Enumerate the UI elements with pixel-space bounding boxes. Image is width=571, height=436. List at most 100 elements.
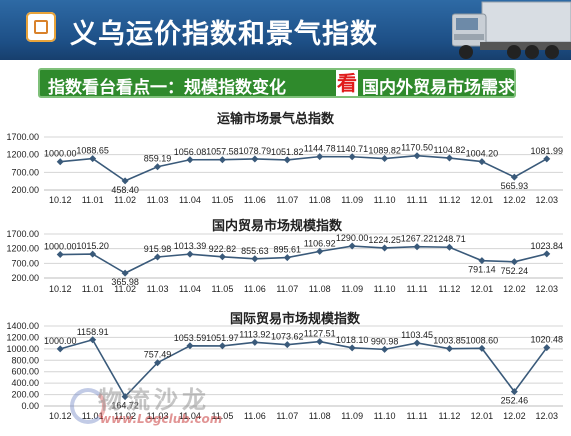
x-tick-label-domestic: 11.01 xyxy=(82,284,104,294)
data-label-transport: 458.40 xyxy=(111,185,139,195)
truck-icon xyxy=(452,1,571,59)
data-point-domestic xyxy=(89,250,97,258)
data-point-domestic xyxy=(478,257,486,265)
data-label-international: 1008.60 xyxy=(466,335,499,345)
data-label-international: 1053.59 xyxy=(174,333,207,343)
x-tick-label-international: 11.02 xyxy=(114,411,136,421)
x-tick-label-international: 12.01 xyxy=(471,411,494,421)
x-tick-label-international: 12.03 xyxy=(536,411,559,421)
data-label-transport: 1088.65 xyxy=(76,146,109,156)
data-point-international xyxy=(348,344,356,352)
data-point-transport xyxy=(510,173,518,181)
chart-title-transport: 运输市场景气总指数 xyxy=(217,112,335,127)
data-point-transport xyxy=(56,158,64,166)
data-point-transport xyxy=(186,156,194,164)
data-point-domestic xyxy=(186,250,194,258)
y-tick-label-domestic: 700.00 xyxy=(11,258,39,268)
data-label-transport: 859.19 xyxy=(144,154,172,164)
data-point-international xyxy=(89,336,97,344)
x-tick-label-domestic: 11.06 xyxy=(244,284,266,294)
data-label-international: 164.72 xyxy=(111,401,139,411)
x-tick-label-transport: 12.03 xyxy=(536,195,559,205)
data-point-international xyxy=(154,359,162,367)
x-tick-label-domestic: 11.09 xyxy=(341,284,363,294)
banner-text-part2: 国内外贸易市场需求 xyxy=(362,78,515,98)
x-tick-label-domestic: 11.11 xyxy=(406,284,427,294)
data-label-international: 252.46 xyxy=(501,396,529,406)
data-point-international xyxy=(510,388,518,396)
x-tick-label-transport: 12.01 xyxy=(471,195,494,205)
data-point-domestic xyxy=(413,243,421,251)
data-label-international: 1020.48 xyxy=(531,335,564,345)
x-tick-label-transport: 11.10 xyxy=(374,195,396,205)
x-tick-label-domestic: 11.04 xyxy=(179,284,201,294)
x-tick-label-domestic: 11.03 xyxy=(147,284,169,294)
data-label-transport: 1089.82 xyxy=(368,146,401,156)
x-tick-label-transport: 11.11 xyxy=(406,195,427,205)
x-tick-label-transport: 10.12 xyxy=(49,195,72,205)
data-label-international: 1051.97 xyxy=(206,333,239,343)
data-point-transport xyxy=(89,155,97,163)
y-tick-label-domestic: 1700.00 xyxy=(6,229,39,239)
x-tick-label-international: 10.12 xyxy=(49,411,72,421)
series-line-transport xyxy=(60,154,548,182)
data-point-domestic xyxy=(348,242,356,250)
data-label-international: 1103.45 xyxy=(401,330,433,340)
data-label-transport: 1078.79 xyxy=(239,146,272,156)
data-label-domestic: 365.98 xyxy=(111,277,139,287)
y-tick-label-transport: 1700.00 xyxy=(6,132,39,142)
x-tick-label-domestic: 12.03 xyxy=(536,284,559,294)
data-label-transport: 1004.20 xyxy=(466,149,499,159)
logo-icon xyxy=(26,12,56,42)
data-point-domestic xyxy=(445,243,453,251)
y-tick-label-international: 400.00 xyxy=(11,378,39,388)
data-point-international xyxy=(56,345,64,353)
data-point-transport xyxy=(413,152,421,160)
x-tick-label-transport: 11.03 xyxy=(147,195,169,205)
data-point-transport xyxy=(445,154,453,162)
x-tick-label-domestic: 10.12 xyxy=(49,284,72,294)
data-label-domestic: 1015.20 xyxy=(76,241,109,251)
data-label-domestic: 791.14 xyxy=(468,265,496,275)
data-label-international: 990.98 xyxy=(371,336,399,346)
watermark-url: www.Logclub.com xyxy=(100,412,223,426)
y-tick-label-transport: 700.00 xyxy=(11,167,39,177)
chart-title-international: 国际贸易市场规模指数 xyxy=(230,312,361,327)
data-label-international: 1003.85 xyxy=(433,336,466,346)
series-line-domestic xyxy=(60,245,547,275)
data-point-domestic xyxy=(283,254,291,262)
data-label-domestic: 1224.25 xyxy=(368,235,401,245)
data-label-domestic: 855.63 xyxy=(241,246,269,256)
data-label-domestic: 1106.92 xyxy=(304,238,336,248)
x-tick-label-transport: 11.04 xyxy=(179,195,201,205)
y-tick-label-international: 200.00 xyxy=(11,390,39,400)
data-point-international xyxy=(543,344,551,352)
data-label-transport: 1081.99 xyxy=(531,146,564,156)
data-label-transport: 1056.08 xyxy=(174,147,207,157)
x-tick-label-transport: 11.12 xyxy=(439,195,461,205)
banner-highlight: 看 xyxy=(336,70,358,96)
x-tick-label-international: 11.08 xyxy=(309,411,331,421)
x-tick-label-domestic: 11.08 xyxy=(309,284,331,294)
data-label-domestic: 1267.22 xyxy=(401,234,434,244)
data-point-domestic xyxy=(121,269,129,277)
data-label-domestic: 915.98 xyxy=(144,244,172,254)
data-point-transport xyxy=(543,155,551,163)
data-label-transport: 1144.78 xyxy=(304,144,336,154)
y-tick-label-international: 1200.00 xyxy=(6,332,39,342)
data-point-domestic xyxy=(154,253,162,261)
data-point-international xyxy=(218,342,226,350)
data-label-transport: 565.93 xyxy=(501,181,529,191)
y-tick-label-international: 0.00 xyxy=(21,401,39,411)
y-tick-label-domestic: 1200.00 xyxy=(6,244,39,254)
data-label-transport: 1051.82 xyxy=(271,147,304,157)
data-point-transport xyxy=(121,177,129,185)
y-tick-label-domestic: 200.00 xyxy=(11,273,39,283)
data-point-transport xyxy=(348,153,356,161)
x-tick-label-domestic: 12.02 xyxy=(503,284,526,294)
data-point-international xyxy=(283,341,291,349)
data-point-domestic xyxy=(316,247,324,255)
data-point-transport xyxy=(154,163,162,171)
x-tick-label-international: 12.02 xyxy=(503,411,526,421)
data-label-international: 1018.10 xyxy=(336,335,369,345)
